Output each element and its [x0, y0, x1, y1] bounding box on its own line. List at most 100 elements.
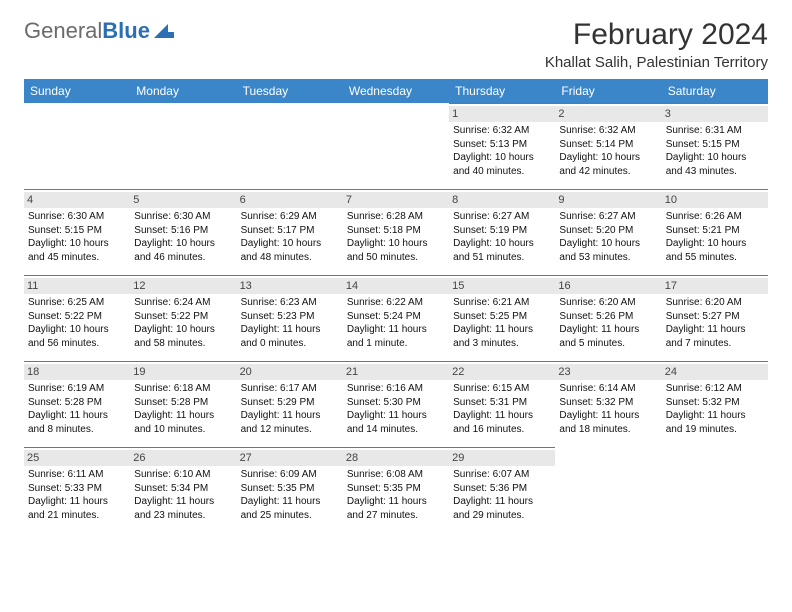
day-info-line: and 21 minutes. [28, 509, 126, 523]
day-info-line: Sunrise: 6:29 AM [241, 210, 339, 224]
day-info-line: and 7 minutes. [666, 337, 764, 351]
day-number: 1 [449, 106, 555, 122]
brand-icon [154, 24, 174, 38]
day-info-line: Daylight: 11 hours [453, 323, 551, 337]
day-number: 29 [449, 450, 555, 466]
calendar-grid: 1Sunrise: 6:32 AMSunset: 5:13 PMDaylight… [24, 103, 768, 533]
day-info-line: Daylight: 10 hours [347, 237, 445, 251]
day-info: Sunrise: 6:17 AMSunset: 5:29 PMDaylight:… [241, 382, 339, 436]
day-info-line: Sunset: 5:20 PM [559, 224, 657, 238]
day-info-line: Sunrise: 6:31 AM [666, 124, 764, 138]
day-number: 11 [24, 278, 130, 294]
day-info-line: Sunrise: 6:07 AM [453, 468, 551, 482]
day-info-line: Sunrise: 6:30 AM [134, 210, 232, 224]
calendar-cell: 9Sunrise: 6:27 AMSunset: 5:20 PMDaylight… [555, 189, 661, 275]
day-info-line: and 16 minutes. [453, 423, 551, 437]
day-info-line: Sunset: 5:17 PM [241, 224, 339, 238]
day-info-line: Sunset: 5:18 PM [347, 224, 445, 238]
calendar-cell: 16Sunrise: 6:20 AMSunset: 5:26 PMDayligh… [555, 275, 661, 361]
day-info-line: Sunrise: 6:08 AM [347, 468, 445, 482]
day-info: Sunrise: 6:27 AMSunset: 5:19 PMDaylight:… [453, 210, 551, 264]
day-info-line: Daylight: 11 hours [453, 409, 551, 423]
day-info-line: Sunrise: 6:22 AM [347, 296, 445, 310]
day-info-line: Sunset: 5:25 PM [453, 310, 551, 324]
day-number: 22 [449, 364, 555, 380]
day-info-line: Daylight: 10 hours [241, 237, 339, 251]
brand-logo: GeneralBlue [24, 18, 174, 44]
day-info: Sunrise: 6:07 AMSunset: 5:36 PMDaylight:… [453, 468, 551, 522]
calendar-cell: 17Sunrise: 6:20 AMSunset: 5:27 PMDayligh… [662, 275, 768, 361]
day-info-line: and 56 minutes. [28, 337, 126, 351]
day-info-line: Daylight: 11 hours [241, 323, 339, 337]
day-info-line: Sunrise: 6:32 AM [559, 124, 657, 138]
day-info-line: Daylight: 11 hours [134, 495, 232, 509]
day-info-line: Daylight: 11 hours [347, 323, 445, 337]
day-info: Sunrise: 6:23 AMSunset: 5:23 PMDaylight:… [241, 296, 339, 350]
day-info-line: Daylight: 11 hours [347, 495, 445, 509]
brand-text-2: Blue [102, 18, 150, 43]
calendar-cell: 7Sunrise: 6:28 AMSunset: 5:18 PMDaylight… [343, 189, 449, 275]
day-info: Sunrise: 6:27 AMSunset: 5:20 PMDaylight:… [559, 210, 657, 264]
calendar-cell: 1Sunrise: 6:32 AMSunset: 5:13 PMDaylight… [449, 103, 555, 189]
day-info-line: Sunrise: 6:27 AM [453, 210, 551, 224]
day-info-line: Sunset: 5:32 PM [666, 396, 764, 410]
calendar-cell: 25Sunrise: 6:11 AMSunset: 5:33 PMDayligh… [24, 447, 130, 533]
day-info-line: Daylight: 11 hours [28, 495, 126, 509]
day-number: 24 [662, 364, 768, 380]
day-info-line: Sunset: 5:29 PM [241, 396, 339, 410]
day-info: Sunrise: 6:24 AMSunset: 5:22 PMDaylight:… [134, 296, 232, 350]
calendar-cell: 29 Sunrise: 6:07 AMSunset: 5:36 PMDayligh… [449, 447, 555, 533]
calendar-cell-empty [343, 103, 449, 189]
day-info-line: and 51 minutes. [453, 251, 551, 265]
weekday-header: Sunday [24, 79, 130, 103]
calendar-cell: 19Sunrise: 6:18 AMSunset: 5:28 PMDayligh… [130, 361, 236, 447]
day-info-line: Sunset: 5:28 PM [28, 396, 126, 410]
day-number: 20 [237, 364, 343, 380]
day-info-line: Daylight: 11 hours [559, 323, 657, 337]
day-info-line: and 0 minutes. [241, 337, 339, 351]
calendar-cell: 24 Sunrise: 6:12 AMSunset: 5:32 PMDayligh… [662, 361, 768, 447]
day-number: 6 [237, 192, 343, 208]
day-info-line: and 29 minutes. [453, 509, 551, 523]
day-info-line: and 55 minutes. [666, 251, 764, 265]
title-block: February 2024 Khallat Salih, Palestinian… [545, 18, 768, 71]
day-info-line: Sunrise: 6:15 AM [453, 382, 551, 396]
calendar-cell: 21Sunrise: 6:16 AMSunset: 5:30 PMDayligh… [343, 361, 449, 447]
day-info-line: Daylight: 11 hours [347, 409, 445, 423]
day-info-line: Daylight: 11 hours [241, 409, 339, 423]
day-info-line: Sunset: 5:31 PM [453, 396, 551, 410]
calendar-cell: 28Sunrise: 6:08 AMSunset: 5:35 PMDayligh… [343, 447, 449, 533]
calendar-cell: 20 Sunrise: 6:17 AMSunset: 5:29 PMDayligh… [237, 361, 343, 447]
day-info-line: Sunset: 5:30 PM [347, 396, 445, 410]
day-info-line: Sunrise: 6:30 AM [28, 210, 126, 224]
day-info-line: Sunrise: 6:10 AM [134, 468, 232, 482]
day-info-line: Daylight: 10 hours [559, 151, 657, 165]
day-info-line: and 10 minutes. [134, 423, 232, 437]
day-info-line: Sunrise: 6:09 AM [241, 468, 339, 482]
weekday-header: Wednesday [343, 79, 449, 103]
day-info: Sunrise: 6:32 AMSunset: 5:14 PMDaylight:… [559, 124, 657, 178]
day-info-line: Sunrise: 6:20 AM [559, 296, 657, 310]
day-info-line: Sunrise: 6:14 AM [559, 382, 657, 396]
day-info-line: Sunrise: 6:16 AM [347, 382, 445, 396]
day-info-line: Sunrise: 6:23 AM [241, 296, 339, 310]
day-info-line: Daylight: 10 hours [666, 151, 764, 165]
day-info-line: and 5 minutes. [559, 337, 657, 351]
day-info-line: and 46 minutes. [134, 251, 232, 265]
day-info-line: Daylight: 11 hours [241, 495, 339, 509]
day-info-line: Sunset: 5:24 PM [347, 310, 445, 324]
day-info-line: Sunset: 5:21 PM [666, 224, 764, 238]
day-number: 16 [555, 278, 661, 294]
calendar-cell: 27Sunrise: 6:09 AMSunset: 5:35 PMDayligh… [237, 447, 343, 533]
day-info-line: Daylight: 10 hours [134, 237, 232, 251]
day-info-line: Sunrise: 6:27 AM [559, 210, 657, 224]
day-info-line: Sunset: 5:35 PM [347, 482, 445, 496]
calendar-cell: 12Sunrise: 6:24 AMSunset: 5:22 PMDayligh… [130, 275, 236, 361]
day-info: Sunrise: 6:20 AMSunset: 5:27 PMDaylight:… [666, 296, 764, 350]
day-info: Sunrise: 6:12 AMSunset: 5:32 PMDaylight:… [666, 382, 764, 436]
day-info-line: Daylight: 10 hours [453, 237, 551, 251]
day-number: 4 [24, 192, 130, 208]
day-number: 10 [662, 192, 768, 208]
day-number: 25 [24, 450, 130, 466]
day-info-line: Sunrise: 6:24 AM [134, 296, 232, 310]
